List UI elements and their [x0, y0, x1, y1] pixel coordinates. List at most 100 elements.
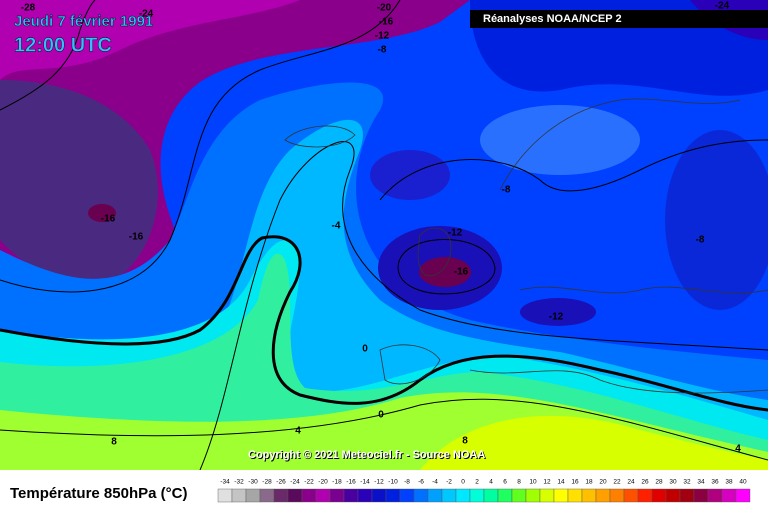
color-scale: -34 -32 -30 -28 -26 -24 -22 -20 -18 -16 -14 -12 -10-…: [217, 479, 751, 503]
legend-label: -32: [234, 479, 244, 486]
contour-label: -8: [378, 45, 387, 56]
contour-label: -8: [502, 185, 511, 196]
contour-label: -4: [332, 221, 341, 232]
legend-swatch: [245, 488, 261, 503]
legend-swatch: [483, 488, 499, 503]
legend-swatch: [525, 488, 541, 503]
legend-swatch: [567, 488, 583, 503]
legend-swatch: [357, 488, 373, 503]
legend-label: -22: [304, 479, 314, 486]
legend-swatch: [609, 488, 625, 503]
contour-label: 0: [378, 410, 384, 421]
legend-label: -28: [262, 479, 272, 486]
contour-label: -16: [454, 267, 469, 278]
legend-swatch: [329, 488, 345, 503]
legend-label: -8: [404, 479, 410, 486]
legend-swatch: [441, 488, 457, 503]
legend-label: -18: [332, 479, 342, 486]
legend-label: -24: [290, 479, 300, 486]
contour-label: -12: [448, 228, 463, 239]
legend-label: 38: [725, 479, 733, 486]
zero-contour: [0, 235, 768, 412]
legend-swatch: [231, 488, 247, 503]
legend-swatch: [343, 488, 359, 503]
legend-label: 6: [503, 479, 507, 486]
contour-label: 8: [462, 436, 468, 447]
legend-label: -6: [418, 479, 424, 486]
cold-region: [0, 0, 300, 80]
contour-label: 4: [295, 426, 301, 437]
cold-region: [0, 80, 158, 284]
time-label: 12:00 UTC: [14, 34, 112, 56]
legend-label: -4: [432, 479, 438, 486]
legend-label: 32: [683, 479, 691, 486]
contour-label: -24: [715, 1, 730, 12]
legend-swatch: [413, 488, 429, 503]
legend-label: -2: [446, 479, 452, 486]
legend-label: 10: [529, 479, 537, 486]
contour-label: -16: [379, 17, 394, 28]
legend-label: 12: [543, 479, 551, 486]
contour-label: -8: [696, 235, 705, 246]
legend-swatch: [539, 488, 555, 503]
legend-swatch: [273, 488, 289, 503]
contour-label: -12: [549, 312, 564, 323]
legend-label: -10: [388, 479, 398, 486]
cold-core: [419, 257, 471, 287]
legend-label: 36: [711, 479, 719, 486]
legend-label: 18: [585, 479, 593, 486]
contour-label: -12: [375, 31, 390, 42]
legend-swatch: [511, 488, 527, 503]
legend-swatch: [287, 488, 303, 503]
legend-label: 30: [669, 479, 677, 486]
legend-label: -30: [248, 479, 258, 486]
legend-swatch: [553, 488, 569, 503]
legend-swatch: [217, 488, 233, 503]
legend-swatch: [735, 488, 751, 503]
legend-swatch: [455, 488, 471, 503]
source-box: [470, 10, 768, 28]
date-label: Jeudi 7 février 1991: [14, 13, 153, 30]
legend-label: 22: [613, 479, 621, 486]
legend-swatch: [637, 488, 653, 503]
contour-label: 8: [111, 437, 117, 448]
legend-label: -14: [360, 479, 370, 486]
legend-label: 26: [641, 479, 649, 486]
legend-swatch: [679, 488, 695, 503]
legend-label: 20: [599, 479, 607, 486]
legend-swatch: [665, 488, 681, 503]
legend-swatch: [651, 488, 667, 503]
legend-label: 34: [697, 479, 705, 486]
legend-swatch: [301, 488, 317, 503]
legend-label: 0: [461, 479, 465, 486]
legend-label: 24: [627, 479, 635, 486]
legend-swatch: [721, 488, 737, 503]
contour-label: 4: [735, 444, 741, 455]
band: [520, 298, 596, 326]
band: [480, 105, 640, 175]
legend-label: 4: [489, 479, 493, 486]
legend-label: 8: [517, 479, 521, 486]
legend-label: -26: [276, 479, 286, 486]
legend-label: -34: [220, 479, 230, 486]
contour-label: -20: [377, 3, 392, 14]
contour-label: -16: [101, 214, 116, 225]
legend-swatch: [707, 488, 723, 503]
legend-label: 28: [655, 479, 663, 486]
legend-label: 14: [557, 479, 565, 486]
contour-label: -16: [129, 232, 144, 243]
band: [420, 415, 768, 470]
contour-labels: -28 -24 -20 -16 -12 -8 -24 -16 -16 -4 -12 -16 -8 -8 -1…: [21, 1, 741, 455]
legend-swatch: [623, 488, 639, 503]
legend-swatch: [315, 488, 331, 503]
contour-label: -28: [21, 3, 36, 14]
legend-swatch: [693, 488, 709, 503]
legend-swatch: [385, 488, 401, 503]
legend-label: -12: [374, 479, 384, 486]
coastlines: [284, 98, 768, 394]
legend-swatch: [581, 488, 597, 503]
legend-swatch: [427, 488, 443, 503]
band: [665, 130, 768, 310]
legend-swatch: [595, 488, 611, 503]
legend-swatch: [259, 488, 275, 503]
